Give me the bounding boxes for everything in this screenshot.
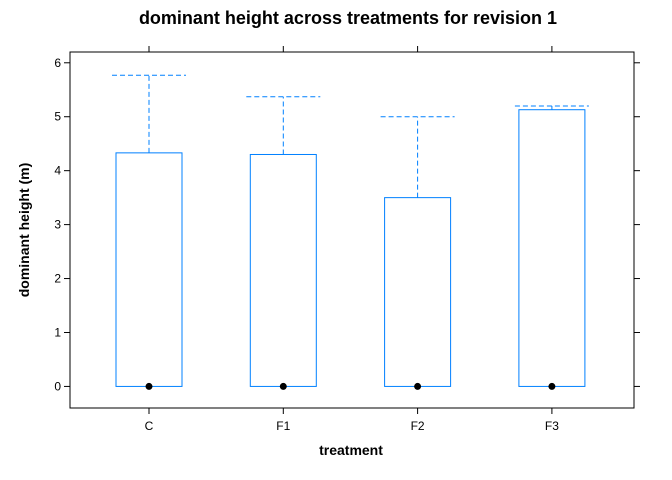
box-F2 bbox=[384, 197, 452, 387]
median-dot-F2 bbox=[414, 382, 422, 390]
boxes bbox=[112, 74, 589, 390]
x-tick-label-F3: F3 bbox=[545, 419, 559, 433]
x-tick-label-F1: F1 bbox=[276, 419, 290, 433]
chart-title: dominant height across treatments for re… bbox=[139, 8, 557, 28]
x-tick-label-C: C bbox=[145, 419, 154, 433]
y-tick-label-0: 0 bbox=[54, 379, 61, 393]
y-tick-label-5: 5 bbox=[54, 110, 61, 124]
x-axis: C F1 F2 F3 bbox=[145, 46, 559, 433]
x-tick-label-F2: F2 bbox=[411, 419, 425, 433]
y-axis: 0 1 2 3 4 5 6 bbox=[54, 56, 640, 393]
y-tick-label-6: 6 bbox=[54, 56, 61, 70]
x-axis-label: treatment bbox=[319, 442, 383, 458]
y-tick-label-1: 1 bbox=[54, 325, 61, 339]
box-C bbox=[115, 152, 183, 387]
y-axis-label: dominant height (m) bbox=[16, 163, 32, 298]
y-tick-label-4: 4 bbox=[54, 164, 61, 178]
median-dot-C bbox=[145, 382, 153, 390]
y-tick-label-3: 3 bbox=[54, 218, 61, 232]
y-tick-label-2: 2 bbox=[54, 272, 61, 286]
median-dot-F1 bbox=[279, 382, 287, 390]
plot-frame bbox=[69, 51, 635, 409]
median-dot-F3 bbox=[548, 382, 556, 390]
box-F1 bbox=[249, 153, 317, 387]
box-F3 bbox=[518, 109, 586, 387]
